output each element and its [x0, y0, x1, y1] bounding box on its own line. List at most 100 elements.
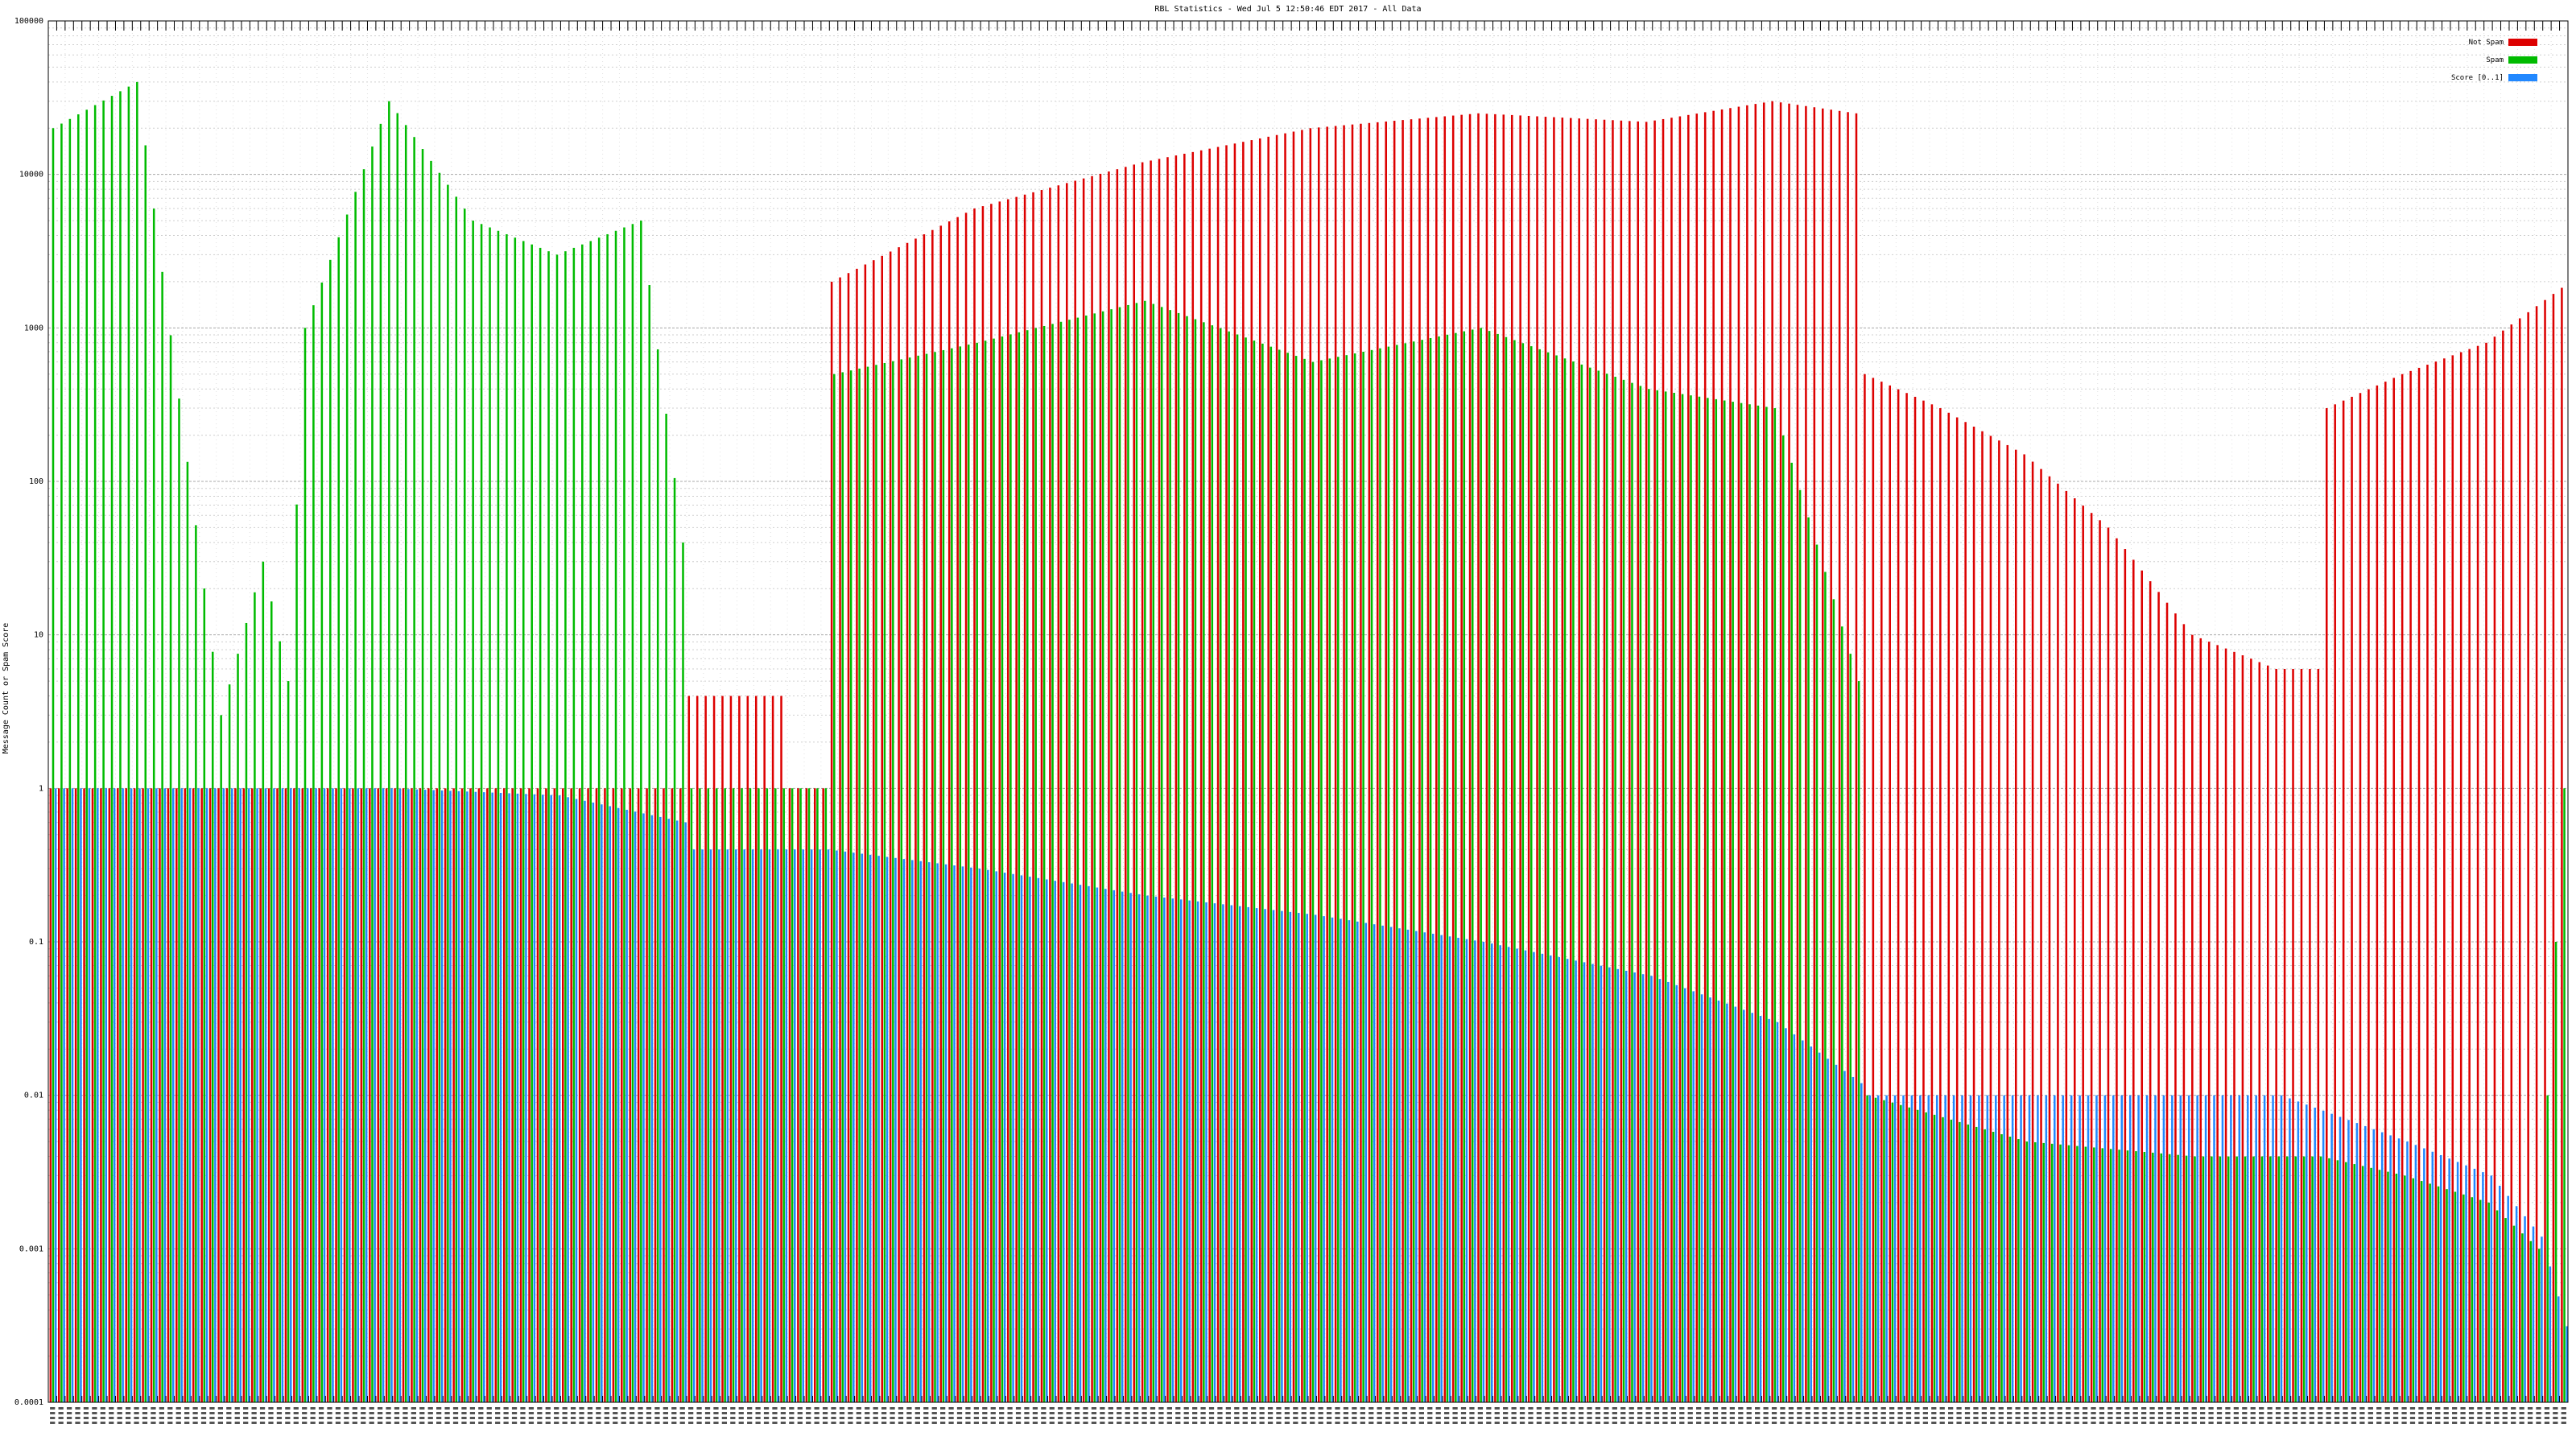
- bar-not-spam: [931, 229, 934, 1403]
- x-tick-label-mark: [1763, 1407, 1769, 1410]
- x-tick-label-mark: [2250, 1412, 2256, 1414]
- bar-spam: [1605, 374, 1608, 1402]
- bar-not-spam: [310, 788, 312, 1402]
- bar-score-0-1: [1692, 991, 1695, 1402]
- x-tick-label-mark: [1117, 1422, 1122, 1424]
- x-tick-label-mark: [2401, 1407, 2407, 1410]
- x-tick-label-mark: [923, 1407, 929, 1410]
- x-tick-label-mark: [1393, 1412, 1399, 1414]
- x-tick-label-mark: [1125, 1407, 1130, 1410]
- bar-spam: [1286, 353, 1289, 1402]
- x-tick-label-mark: [100, 1412, 105, 1414]
- bar-score-0-1: [1843, 1071, 1846, 1402]
- x-tick-label-mark: [1494, 1422, 1500, 1424]
- bar-not-spam: [208, 788, 212, 1402]
- bar-spam: [1857, 681, 1860, 1402]
- bar-score-0-1: [760, 849, 762, 1402]
- bar-spam: [2387, 1171, 2389, 1402]
- x-tick-label-mark: [461, 1407, 467, 1410]
- bar-not-spam: [2518, 318, 2521, 1403]
- x-tick-label-mark: [679, 1417, 685, 1419]
- x-tick-label-mark: [2511, 1407, 2516, 1410]
- x-tick-label-mark: [1318, 1422, 1323, 1424]
- bar-spam: [2185, 1155, 2188, 1402]
- x-tick-label-mark: [1158, 1407, 1164, 1410]
- bar-not-spam: [1762, 102, 1765, 1402]
- x-tick-label-mark: [2527, 1417, 2533, 1419]
- bar-score-0-1: [2314, 1107, 2316, 1402]
- x-tick-label-mark: [1528, 1422, 1534, 1424]
- x-tick-label-mark: [1234, 1417, 1240, 1419]
- bar-spam: [1101, 311, 1104, 1402]
- x-tick-label-mark: [1948, 1417, 1954, 1419]
- bar-score-0-1: [827, 849, 830, 1402]
- bar-not-spam: [2409, 370, 2412, 1403]
- x-tick-label-mark: [1117, 1412, 1122, 1414]
- bar-score-0-1: [80, 788, 82, 1402]
- x-tick-label-mark: [621, 1417, 626, 1419]
- x-tick-label-mark: [1234, 1412, 1240, 1414]
- x-tick-label-mark: [2259, 1412, 2264, 1414]
- x-tick-label-mark: [1049, 1422, 1055, 1424]
- x-tick-label-mark: [865, 1407, 870, 1410]
- x-tick-label-mark: [2233, 1417, 2240, 1419]
- bar-spam: [1085, 315, 1088, 1403]
- x-tick-label-mark: [327, 1412, 332, 1414]
- bar-not-spam: [780, 696, 782, 1402]
- x-tick-label-mark: [2225, 1417, 2231, 1419]
- x-tick-label-mark: [587, 1417, 593, 1419]
- x-tick-label-mark: [2384, 1422, 2390, 1424]
- x-tick-label-mark: [1805, 1417, 1810, 1419]
- bar-not-spam: [1502, 114, 1505, 1402]
- x-tick-label-mark: [1629, 1407, 1634, 1410]
- bar-score-0-1: [1364, 923, 1368, 1402]
- x-tick-label-mark: [520, 1412, 526, 1414]
- x-tick-label-mark: [1310, 1412, 1315, 1414]
- bar-spam: [1345, 355, 1348, 1402]
- x-tick-label-mark: [1687, 1407, 1693, 1410]
- x-tick-label-mark: [2208, 1417, 2214, 1419]
- x-tick-label-mark: [2553, 1407, 2558, 1410]
- bar-score-0-1: [88, 788, 91, 1402]
- x-tick-label-mark: [411, 1422, 416, 1424]
- x-tick-label-mark: [1653, 1422, 1660, 1424]
- bar-not-spam: [436, 788, 439, 1402]
- x-tick-label-mark: [604, 1422, 609, 1424]
- bar-not-spam: [1838, 110, 1841, 1402]
- x-tick-label-mark: [2183, 1417, 2189, 1419]
- x-tick-label-mark: [2544, 1422, 2550, 1424]
- bar-spam: [724, 788, 726, 1402]
- bar-spam: [807, 788, 811, 1402]
- x-tick-label-mark: [167, 1417, 173, 1419]
- bar-not-spam: [1695, 114, 1699, 1403]
- x-tick-label-mark: [452, 1412, 459, 1414]
- bar-score-0-1: [2355, 1123, 2359, 1402]
- x-tick-label-mark: [1897, 1407, 1903, 1410]
- x-tick-label-mark: [75, 1412, 80, 1414]
- bar-score-0-1: [407, 789, 410, 1402]
- bar-not-spam: [1813, 107, 1816, 1403]
- x-tick-label-mark: [318, 1417, 324, 1419]
- bar-spam: [220, 715, 222, 1402]
- x-tick-label-mark: [285, 1407, 291, 1410]
- x-tick-label-mark: [184, 1417, 190, 1419]
- x-tick-label-mark: [865, 1422, 870, 1424]
- bar-score-0-1: [1550, 955, 1552, 1402]
- bar-not-spam: [167, 788, 170, 1402]
- x-tick-label-mark: [1704, 1422, 1710, 1424]
- bar-spam: [2152, 1152, 2154, 1402]
- bar-spam: [656, 349, 659, 1402]
- x-tick-label-mark: [461, 1412, 467, 1414]
- x-tick-label-mark: [2368, 1417, 2373, 1419]
- bar-not-spam: [1788, 103, 1790, 1403]
- bar-spam: [1589, 367, 1591, 1402]
- bar-not-spam: [1108, 171, 1110, 1402]
- bar-not-spam: [1612, 120, 1614, 1402]
- bar-spam: [463, 208, 466, 1403]
- bar-not-spam: [570, 788, 572, 1402]
- x-tick-label-mark: [1284, 1422, 1290, 1424]
- bar-spam: [1026, 330, 1029, 1403]
- x-tick-label-mark: [1948, 1407, 1954, 1410]
- x-tick-label-mark: [427, 1407, 433, 1410]
- x-tick-label-mark: [469, 1417, 476, 1419]
